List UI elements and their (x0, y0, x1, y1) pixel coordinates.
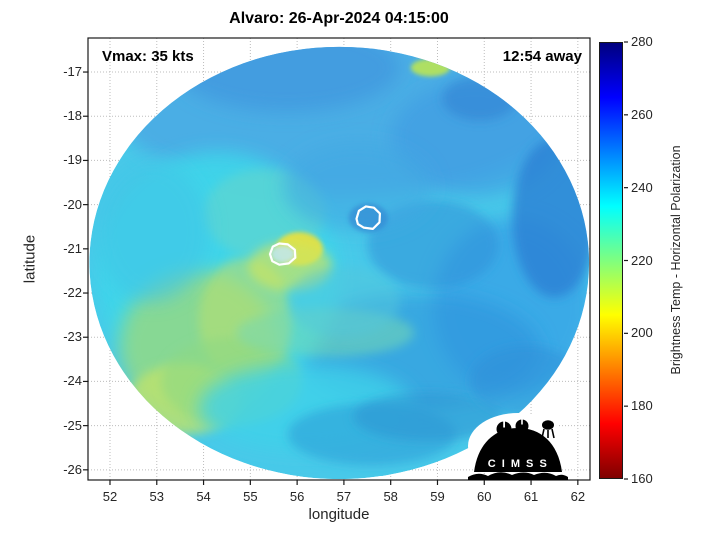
x-tick-label: 53 (149, 489, 164, 504)
x-tick-label: 62 (570, 489, 586, 504)
y-tick-label: -26 (63, 461, 82, 477)
x-tick-label: 56 (289, 489, 305, 504)
colorbar-tick-label: 220 (631, 252, 653, 268)
colorbar-tick-label: 200 (631, 325, 653, 341)
y-tick-label: -17 (63, 64, 82, 80)
colorbar-label: Brightness Temp - Horizontal Polarizatio… (669, 145, 683, 375)
x-tick-label: 55 (243, 489, 258, 504)
y-tick-label: -18 (63, 108, 82, 124)
y-tick-label: -21 (63, 240, 82, 256)
y-axis-label: latitude (21, 234, 39, 284)
logo-text: C I M S S (488, 458, 549, 470)
x-axis-label: longitude (308, 506, 370, 523)
y-tick-label: -23 (63, 329, 82, 345)
time-away-annotation: 12:54 away (502, 48, 582, 65)
colorbar (599, 42, 623, 479)
y-tick-label: -22 (63, 285, 82, 301)
x-tick-label: 61 (523, 489, 539, 504)
treeline-silhouette (468, 472, 568, 480)
cimss-logo-icon: C I M S S (468, 413, 568, 480)
x-tick-label: 60 (477, 489, 492, 504)
colorbar-tick-label: 260 (631, 106, 653, 122)
axes-border (87, 37, 591, 481)
colorbar-tick-label: 160 (631, 471, 653, 486)
colorbar-tick-label: 280 (631, 34, 653, 49)
x-tick-label: 59 (430, 489, 445, 504)
observatory-dome-icon (515, 419, 529, 433)
vmax-annotation: Vmax: 35 kts (102, 48, 194, 65)
chart-title: Alvaro: 26-Apr-2024 04:15:00 (229, 10, 449, 27)
colorbar-tick-label: 240 (631, 179, 653, 195)
y-tick-label: -25 (63, 417, 82, 433)
colorbar-tick-label: 180 (631, 398, 653, 414)
observatory-dome-icon (496, 421, 512, 437)
inner-core-contour-east (355, 205, 381, 230)
y-tick-label: -24 (63, 373, 82, 389)
x-tick-label: 57 (336, 489, 352, 504)
x-tick-label: 52 (102, 489, 118, 504)
observatory-hill-silhouette (474, 428, 562, 472)
y-tick-label: -19 (63, 152, 82, 168)
water-tower-icon (542, 420, 554, 430)
inner-core-contour-west (268, 242, 297, 266)
x-tick-label: 54 (196, 489, 211, 504)
x-tick-label: 58 (383, 489, 398, 504)
y-tick-label: -20 (63, 196, 82, 212)
